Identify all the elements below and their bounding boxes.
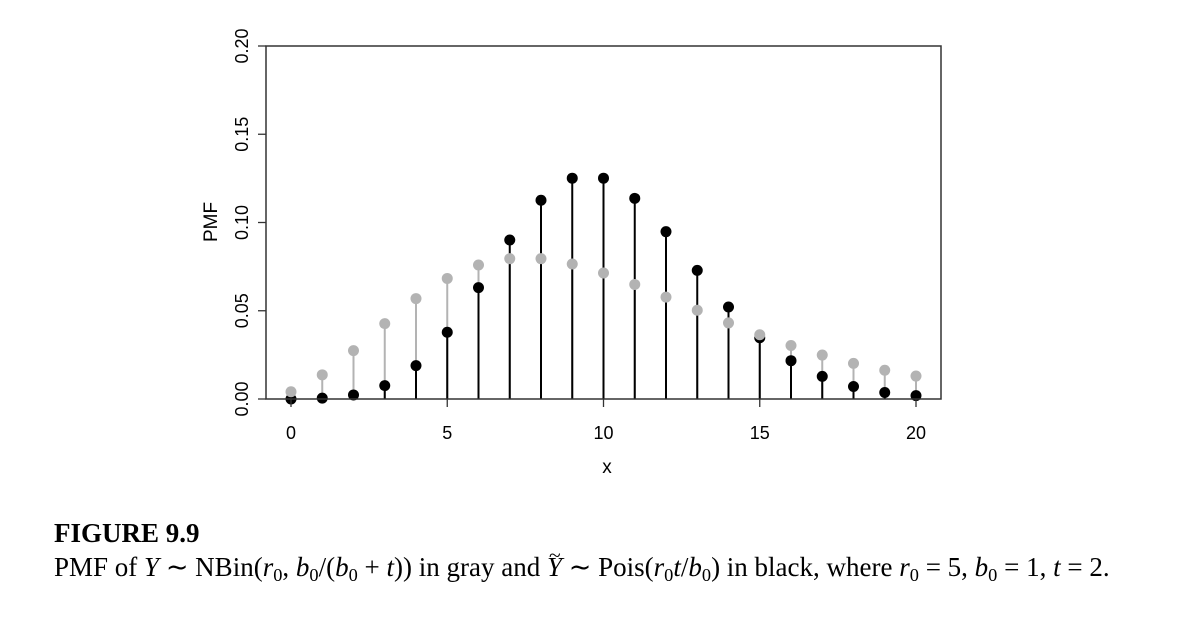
- x-axis-title: x: [602, 457, 612, 478]
- black-point: [785, 355, 797, 367]
- caption-text: PMF of Y ∼ NBin(r0, b0/(b0 + t)) in gray…: [54, 538, 1110, 585]
- x-tick-label: 0: [286, 423, 296, 443]
- gray-point: [473, 259, 484, 271]
- x-tick-label: 5: [442, 423, 452, 443]
- gray-points: [285, 253, 922, 398]
- black-point: [316, 392, 328, 404]
- black-point: [723, 301, 734, 313]
- black-point: [660, 226, 672, 238]
- gray-point: [879, 364, 891, 376]
- y-tick-label: 0.15: [232, 117, 252, 152]
- gray-point: [691, 304, 703, 316]
- gray-point: [379, 318, 391, 330]
- black-points: [285, 172, 922, 405]
- gray-point: [316, 369, 328, 381]
- y-tick-label: 0.20: [232, 28, 252, 63]
- black-point: [691, 264, 703, 276]
- y-tick-label: 0.00: [232, 381, 252, 416]
- gray-point: [816, 349, 828, 361]
- y-axis: 0.00 0.05 0.10 0.15 0.20: [232, 28, 266, 417]
- gray-point: [723, 317, 734, 329]
- black-point: [816, 370, 828, 382]
- gray-point: [629, 278, 641, 290]
- figure-label: FIGURE 9.9: [54, 518, 200, 548]
- gray-point: [348, 345, 359, 357]
- gray-point: [441, 272, 453, 284]
- gray-point: [660, 291, 672, 303]
- gray-point: [754, 329, 766, 341]
- black-point: [379, 380, 391, 392]
- gray-point: [848, 357, 859, 369]
- black-point: [629, 192, 641, 204]
- x-tick-label: 20: [906, 423, 926, 443]
- black-point: [566, 172, 578, 184]
- gray-point: [535, 253, 547, 265]
- black-point: [410, 360, 422, 372]
- gray-point: [910, 370, 922, 382]
- gray-point: [285, 386, 297, 398]
- y-axis-title: PMF: [201, 202, 222, 242]
- x-tick-label: 15: [750, 423, 770, 443]
- black-point: [535, 194, 547, 206]
- x-axis: 0 5 10 15 20: [286, 399, 926, 443]
- y-tick-label: 0.05: [232, 293, 252, 328]
- black-point: [441, 326, 453, 338]
- x-tick-label: 10: [593, 423, 613, 443]
- gray-point: [410, 293, 422, 305]
- black-point: [848, 380, 859, 392]
- black-point: [598, 172, 609, 184]
- y-tick-label: 0.10: [232, 205, 252, 240]
- figure-caption: FIGURE 9.9 PMF of Y ∼ NBin(r0, b0/(b0 + …: [54, 516, 1134, 592]
- black-point: [504, 234, 516, 246]
- gray-point: [785, 340, 797, 352]
- gray-point: [598, 267, 609, 279]
- black-point: [879, 386, 891, 398]
- gray-point: [566, 258, 578, 270]
- gray-point: [504, 253, 516, 265]
- black-point: [348, 389, 359, 401]
- black-point: [473, 282, 484, 294]
- pmf-chart: 0 5 10 15 20 0.00 0.05 0.10 0.15 0.20 x PMF: [201, 28, 942, 478]
